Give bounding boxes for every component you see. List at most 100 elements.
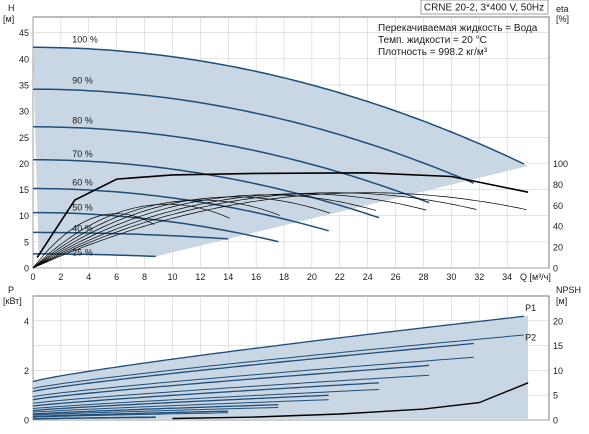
head-ytick-label: 5: [24, 237, 29, 247]
eta-tick-label: 100: [553, 159, 568, 169]
npsh-tick-label: 5: [553, 391, 558, 401]
speed-label: 25 %: [72, 248, 93, 258]
speed-label: 100 %: [72, 34, 98, 44]
head-xtick-label: 34: [502, 272, 512, 282]
npsh-curve: [172, 382, 529, 420]
eta-curve: [32, 213, 155, 269]
power-yunit: [кВт]: [3, 296, 22, 306]
power-p1-curve: [32, 315, 524, 383]
head-xtick-label: 0: [30, 272, 35, 282]
speed-label: 50 %: [72, 203, 93, 213]
power-p1-curve: [32, 342, 474, 393]
eta-curve: [32, 196, 331, 269]
head-ytick-label: 0: [24, 264, 29, 274]
model-box: [420, 0, 549, 15]
speed-label: 40 %: [72, 224, 93, 234]
head-curve: [33, 187, 329, 232]
eta-tick-label: 80: [553, 180, 563, 190]
head-xtick-label: 30: [446, 272, 456, 282]
head-ytick-label: 10: [19, 211, 29, 221]
head-ytick-label: 30: [19, 107, 29, 117]
head-curve: [33, 88, 474, 184]
power-ytick-label: 2: [24, 366, 29, 376]
speed-label: 80 %: [72, 115, 93, 125]
power-ylabel: P: [8, 285, 14, 295]
npsh-unit: [м]: [556, 296, 567, 306]
head-xtick-label: 6: [114, 272, 119, 282]
eta-unit: [%]: [556, 14, 569, 24]
eta-curve: [32, 203, 230, 269]
speed-label: 90 %: [72, 76, 93, 86]
speed-label: 60 %: [72, 178, 93, 188]
power-chart: P1 P2 0 2 4 0 5 10 15 20 P[кВт] NPSH[м]: [3, 285, 581, 426]
head-envelope-band: [33, 47, 529, 257]
head-ytick-label: 40: [19, 54, 29, 64]
model-title: CRNE 20-2, 3*400 V, 50Hz: [424, 3, 544, 14]
npsh-tick-label: 20: [553, 316, 563, 326]
head-ytick-label: 15: [19, 185, 29, 195]
speed-label: 70 %: [72, 149, 93, 159]
head-ytick-label: 35: [19, 80, 29, 90]
head-yunit: [м]: [3, 14, 14, 24]
head-curve: [33, 126, 430, 204]
npsh-tick-label: 10: [553, 366, 563, 376]
head-xtick-label: 10: [167, 272, 177, 282]
power-p2-curve: [32, 412, 229, 418]
head-ytick-label: 20: [19, 159, 29, 169]
power-p2-curve: [32, 389, 379, 410]
head-ylabel: H: [8, 3, 15, 13]
eta-curve: [32, 193, 427, 269]
head-curve: [33, 46, 525, 165]
head-curve: [33, 211, 279, 243]
head-xtick-label: 18: [279, 272, 289, 282]
power-p1-curve: [32, 410, 229, 418]
head-xtick-label: 14: [223, 272, 233, 282]
head-chart: 100 %90 %80 %70 %60 %50 %40 %25 %0 2 4 6 8 10…: [3, 3, 569, 282]
head-xtick-label: 8: [142, 272, 147, 282]
head-xtick-label: 20: [307, 272, 317, 282]
power-p1-curve: [32, 394, 329, 412]
header-box: CRNE 20-2, 3*400 V, 50Hz Перекачиваемая …: [378, 0, 549, 58]
head-xlabel: Q [м³/ч]: [520, 272, 551, 282]
power-p1-curve: [32, 404, 279, 415]
eta-tick-label: 20: [553, 243, 563, 253]
head-xtick-label: 2: [58, 272, 63, 282]
power-p2-curve: [32, 399, 329, 413]
head-ytick-label: 25: [19, 133, 29, 143]
npsh-tick-label: 15: [553, 341, 563, 351]
head-curve: [33, 231, 229, 240]
head-xtick-label: 24: [363, 272, 373, 282]
head-xtick-label: 32: [474, 272, 484, 282]
head-xtick-label: 22: [335, 272, 345, 282]
power-p2-curve: [32, 334, 524, 389]
head-xtick-label: 16: [251, 272, 261, 282]
head-xtick-label: 12: [195, 272, 205, 282]
power-ytick-label: 0: [24, 416, 29, 426]
power-series-label: P2: [525, 333, 536, 343]
power-p2-curve: [32, 356, 474, 398]
fluid-label: Перекачиваемая жидкость = Вода: [378, 23, 538, 34]
npsh-label: NPSH: [556, 285, 581, 295]
power-ytick-label: 4: [24, 316, 29, 326]
eta-tick-label: 60: [553, 201, 563, 211]
eta-curve: [32, 192, 527, 269]
power-p1-curve: [32, 382, 379, 407]
temperature-label: Темп. жидкости = 20 °C: [378, 35, 487, 46]
head-xtick-label: 4: [86, 272, 91, 282]
power-p2-curve: [32, 417, 156, 420]
head-xtick-label: 26: [391, 272, 401, 282]
power-p1-curve: [32, 364, 430, 401]
power-series-label: P1: [525, 303, 536, 313]
head-xtick-label: 28: [418, 272, 428, 282]
power-p2-curve: [32, 406, 279, 416]
npsh-tick-label: 0: [553, 416, 558, 426]
eta-envelope-curve: [36, 171, 529, 258]
head-ytick-label: 45: [19, 28, 29, 38]
power-p2-curve: [32, 374, 430, 404]
eta-tick-label: 40: [553, 222, 563, 232]
eta-label: eta: [556, 4, 569, 14]
eta-tick-label: 0: [553, 264, 558, 274]
density-label: Плотность = 998.2 кг/м³: [378, 47, 488, 58]
